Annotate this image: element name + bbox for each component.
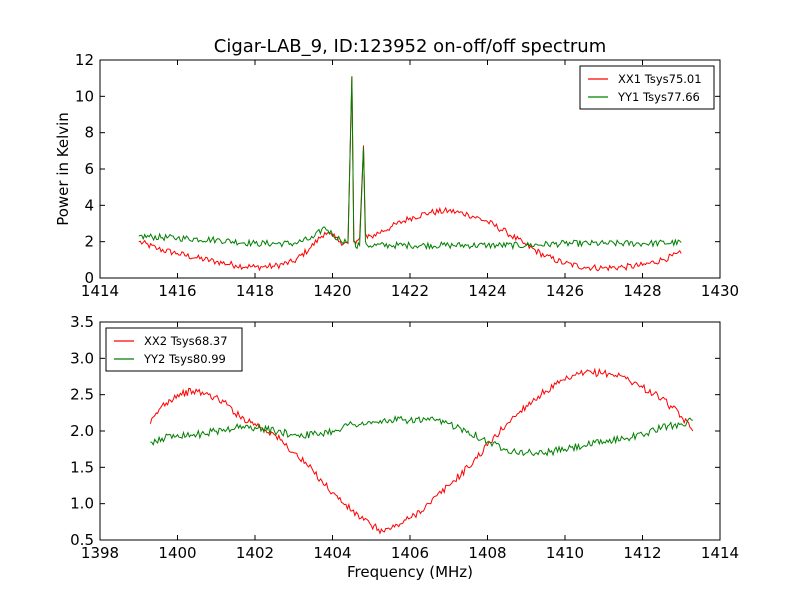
bottom-panel: 1398 1400 1402 1404 1406 1408 1410 1412 1414 0.5 1…	[70, 313, 739, 562]
x-tick-label: 1406	[391, 544, 429, 562]
legend-label: XX2 Tsys68.37	[144, 334, 228, 348]
y-tick-label: 0	[84, 269, 94, 287]
x-tick-label: 1402	[236, 544, 274, 562]
legend-box	[579, 65, 715, 110]
x-tick-label: 1424	[468, 282, 506, 300]
series-line-2	[138, 76, 682, 251]
y-tick-label: 1.5	[70, 458, 94, 476]
x-tick-label: 1420	[313, 282, 351, 300]
y-tick-label: 3.5	[70, 313, 94, 331]
y-tick-label: 8	[84, 124, 94, 142]
x-tick-label: 1416	[158, 282, 196, 300]
legend: XX2 Tsys68.37 YY2 Tsys80.99	[105, 327, 243, 372]
x-tick-label: 1428	[623, 282, 661, 300]
y-axis-label: Power in Kelvin	[54, 112, 72, 226]
y-tick-label: 2.5	[70, 386, 94, 404]
x-tick-label: 1418	[236, 282, 274, 300]
x-tick-label: 1412	[623, 544, 661, 562]
x-tick-label: 1430	[701, 282, 739, 300]
chart-title: Cigar-LAB_9, ID:123952 on-off/off spectr…	[214, 36, 606, 57]
y-tick-label: 0.5	[70, 531, 94, 549]
x-tick-label: 1414	[81, 282, 119, 300]
legend-box	[105, 327, 243, 372]
series-line-1	[149, 367, 694, 535]
x-axis-label: Frequency (MHz)	[347, 563, 473, 581]
y-tick-label: 4	[84, 196, 94, 214]
legend-label: YY2 Tsys80.99	[143, 352, 226, 366]
y-tick-label: 2.0	[70, 422, 94, 440]
y-tick-label: 1.0	[70, 495, 94, 513]
y-tick-label: 10	[75, 87, 94, 105]
y-tick-label: 6	[84, 160, 94, 178]
series-line-2	[150, 415, 693, 457]
x-tick-label: 1410	[546, 544, 584, 562]
x-tick-label: 1408	[468, 544, 506, 562]
x-tick-label: 1404	[313, 544, 351, 562]
x-tick-label: 1422	[391, 282, 429, 300]
legend: XX1 Tsys75.01 YY1 Tsys77.66	[579, 65, 715, 110]
y-tick-label: 12	[75, 51, 94, 69]
y-tick-label: 3.0	[70, 349, 94, 367]
legend-label: YY1 Tsys77.66	[617, 90, 700, 104]
x-tick-label: 1400	[158, 544, 196, 562]
y-tick-label: 2	[84, 233, 94, 251]
x-tick-label: 1398	[81, 544, 119, 562]
top-panel: 1414 1416 1418 1420 1422 1424 1426 1428 1430 0 2 4 6…	[75, 51, 739, 300]
x-tick-label: 1426	[546, 282, 584, 300]
series-line-1	[138, 76, 682, 272]
x-tick-label: 1414	[701, 544, 739, 562]
legend-label: XX1 Tsys75.01	[618, 72, 702, 86]
